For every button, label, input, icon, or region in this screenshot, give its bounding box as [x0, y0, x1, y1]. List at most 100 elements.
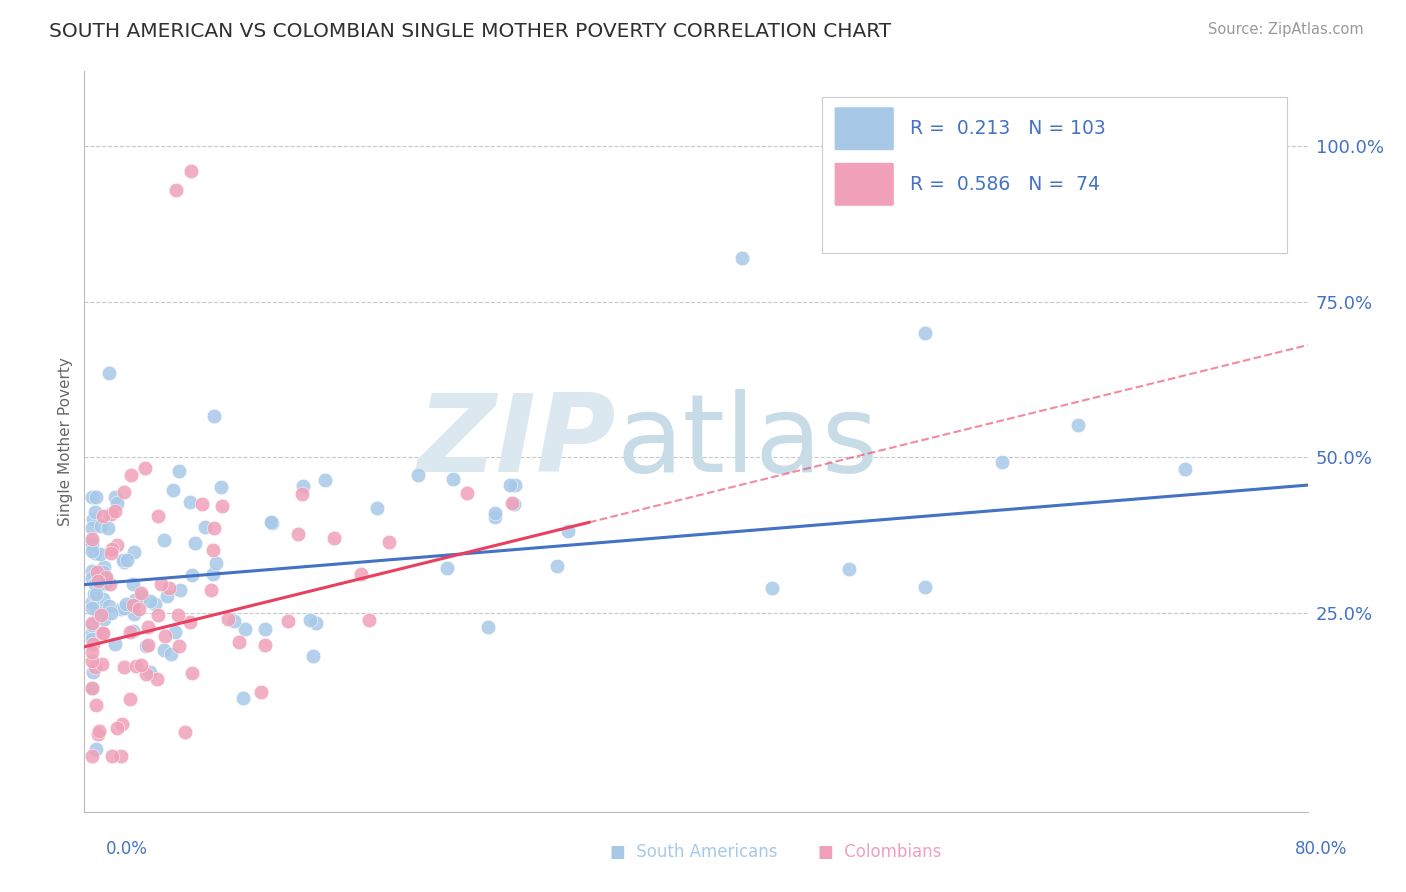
Text: R =  0.213   N = 103: R = 0.213 N = 103: [910, 120, 1105, 138]
Point: [228, 635, 250, 649]
Point: [156, 589, 179, 603]
Point: [93, 626, 115, 640]
Point: [359, 613, 381, 627]
Point: [122, 577, 145, 591]
Point: [80, 616, 103, 631]
Point: [93, 612, 115, 626]
Point: [80, 571, 103, 585]
Point: [211, 499, 233, 513]
Point: [93, 577, 115, 591]
Point: [122, 598, 145, 612]
Point: [152, 533, 174, 547]
Point: [136, 638, 159, 652]
Point: [121, 599, 143, 613]
Point: [90, 607, 112, 622]
Y-axis label: Single Mother Poverty: Single Mother Poverty: [58, 357, 73, 526]
Point: [209, 480, 232, 494]
Point: [277, 614, 299, 628]
Point: [105, 538, 128, 552]
Point: [110, 601, 132, 615]
Point: [125, 659, 148, 673]
Point: [80, 748, 103, 763]
Point: [180, 164, 202, 178]
Point: [179, 615, 201, 630]
Point: [991, 455, 1014, 469]
Point: [503, 497, 526, 511]
Point: [82, 536, 104, 550]
Point: [112, 555, 135, 569]
Point: [129, 657, 152, 672]
Point: [104, 637, 127, 651]
Point: [217, 612, 239, 626]
Point: [112, 600, 135, 615]
Point: [153, 629, 176, 643]
Point: [146, 607, 169, 622]
Point: [477, 620, 499, 634]
Text: ■  South Americans: ■ South Americans: [610, 844, 778, 862]
Point: [134, 461, 156, 475]
Point: [129, 586, 152, 600]
Point: [546, 559, 568, 574]
Point: [731, 251, 754, 265]
Text: 80.0%: 80.0%: [1295, 840, 1347, 858]
Point: [80, 521, 103, 535]
Point: [484, 506, 506, 520]
Point: [84, 545, 107, 559]
Point: [914, 326, 936, 340]
Point: [100, 606, 122, 620]
Point: [82, 665, 104, 680]
Point: [298, 613, 321, 627]
Text: ■  Colombians: ■ Colombians: [818, 844, 942, 862]
Point: [235, 622, 257, 636]
Point: [201, 566, 224, 581]
Point: [98, 576, 121, 591]
Point: [165, 183, 187, 197]
Point: [82, 535, 104, 549]
Point: [181, 567, 204, 582]
Point: [84, 698, 107, 712]
Point: [105, 721, 128, 735]
Point: [191, 497, 214, 511]
Text: Source: ZipAtlas.com: Source: ZipAtlas.com: [1208, 22, 1364, 37]
Point: [104, 504, 127, 518]
Point: [111, 553, 134, 567]
Point: [80, 618, 103, 632]
Point: [80, 632, 103, 646]
Point: [84, 577, 107, 591]
Point: [202, 521, 225, 535]
Point: [1174, 461, 1197, 475]
Point: [120, 467, 142, 482]
Point: [84, 490, 107, 504]
Point: [179, 495, 201, 509]
Point: [86, 565, 108, 579]
Point: [914, 580, 936, 594]
Point: [499, 477, 522, 491]
Point: [484, 509, 506, 524]
Point: [136, 620, 159, 634]
Point: [80, 490, 103, 504]
Point: [84, 587, 107, 601]
Point: [90, 625, 112, 640]
Point: [249, 685, 271, 699]
Point: [124, 592, 146, 607]
Point: [94, 570, 117, 584]
Point: [323, 531, 346, 545]
Point: [366, 501, 388, 516]
Point: [98, 366, 121, 380]
Point: [80, 645, 103, 659]
Point: [163, 625, 186, 640]
Point: [91, 657, 114, 672]
Point: [761, 581, 783, 595]
Point: [80, 681, 103, 695]
Point: [260, 515, 283, 529]
Point: [124, 545, 146, 559]
Point: [194, 519, 217, 533]
Point: [91, 575, 114, 590]
Point: [80, 564, 103, 578]
Point: [101, 542, 124, 557]
Point: [166, 608, 188, 623]
Point: [83, 587, 105, 601]
Point: [378, 534, 401, 549]
Point: [80, 595, 103, 609]
Point: [80, 654, 103, 668]
